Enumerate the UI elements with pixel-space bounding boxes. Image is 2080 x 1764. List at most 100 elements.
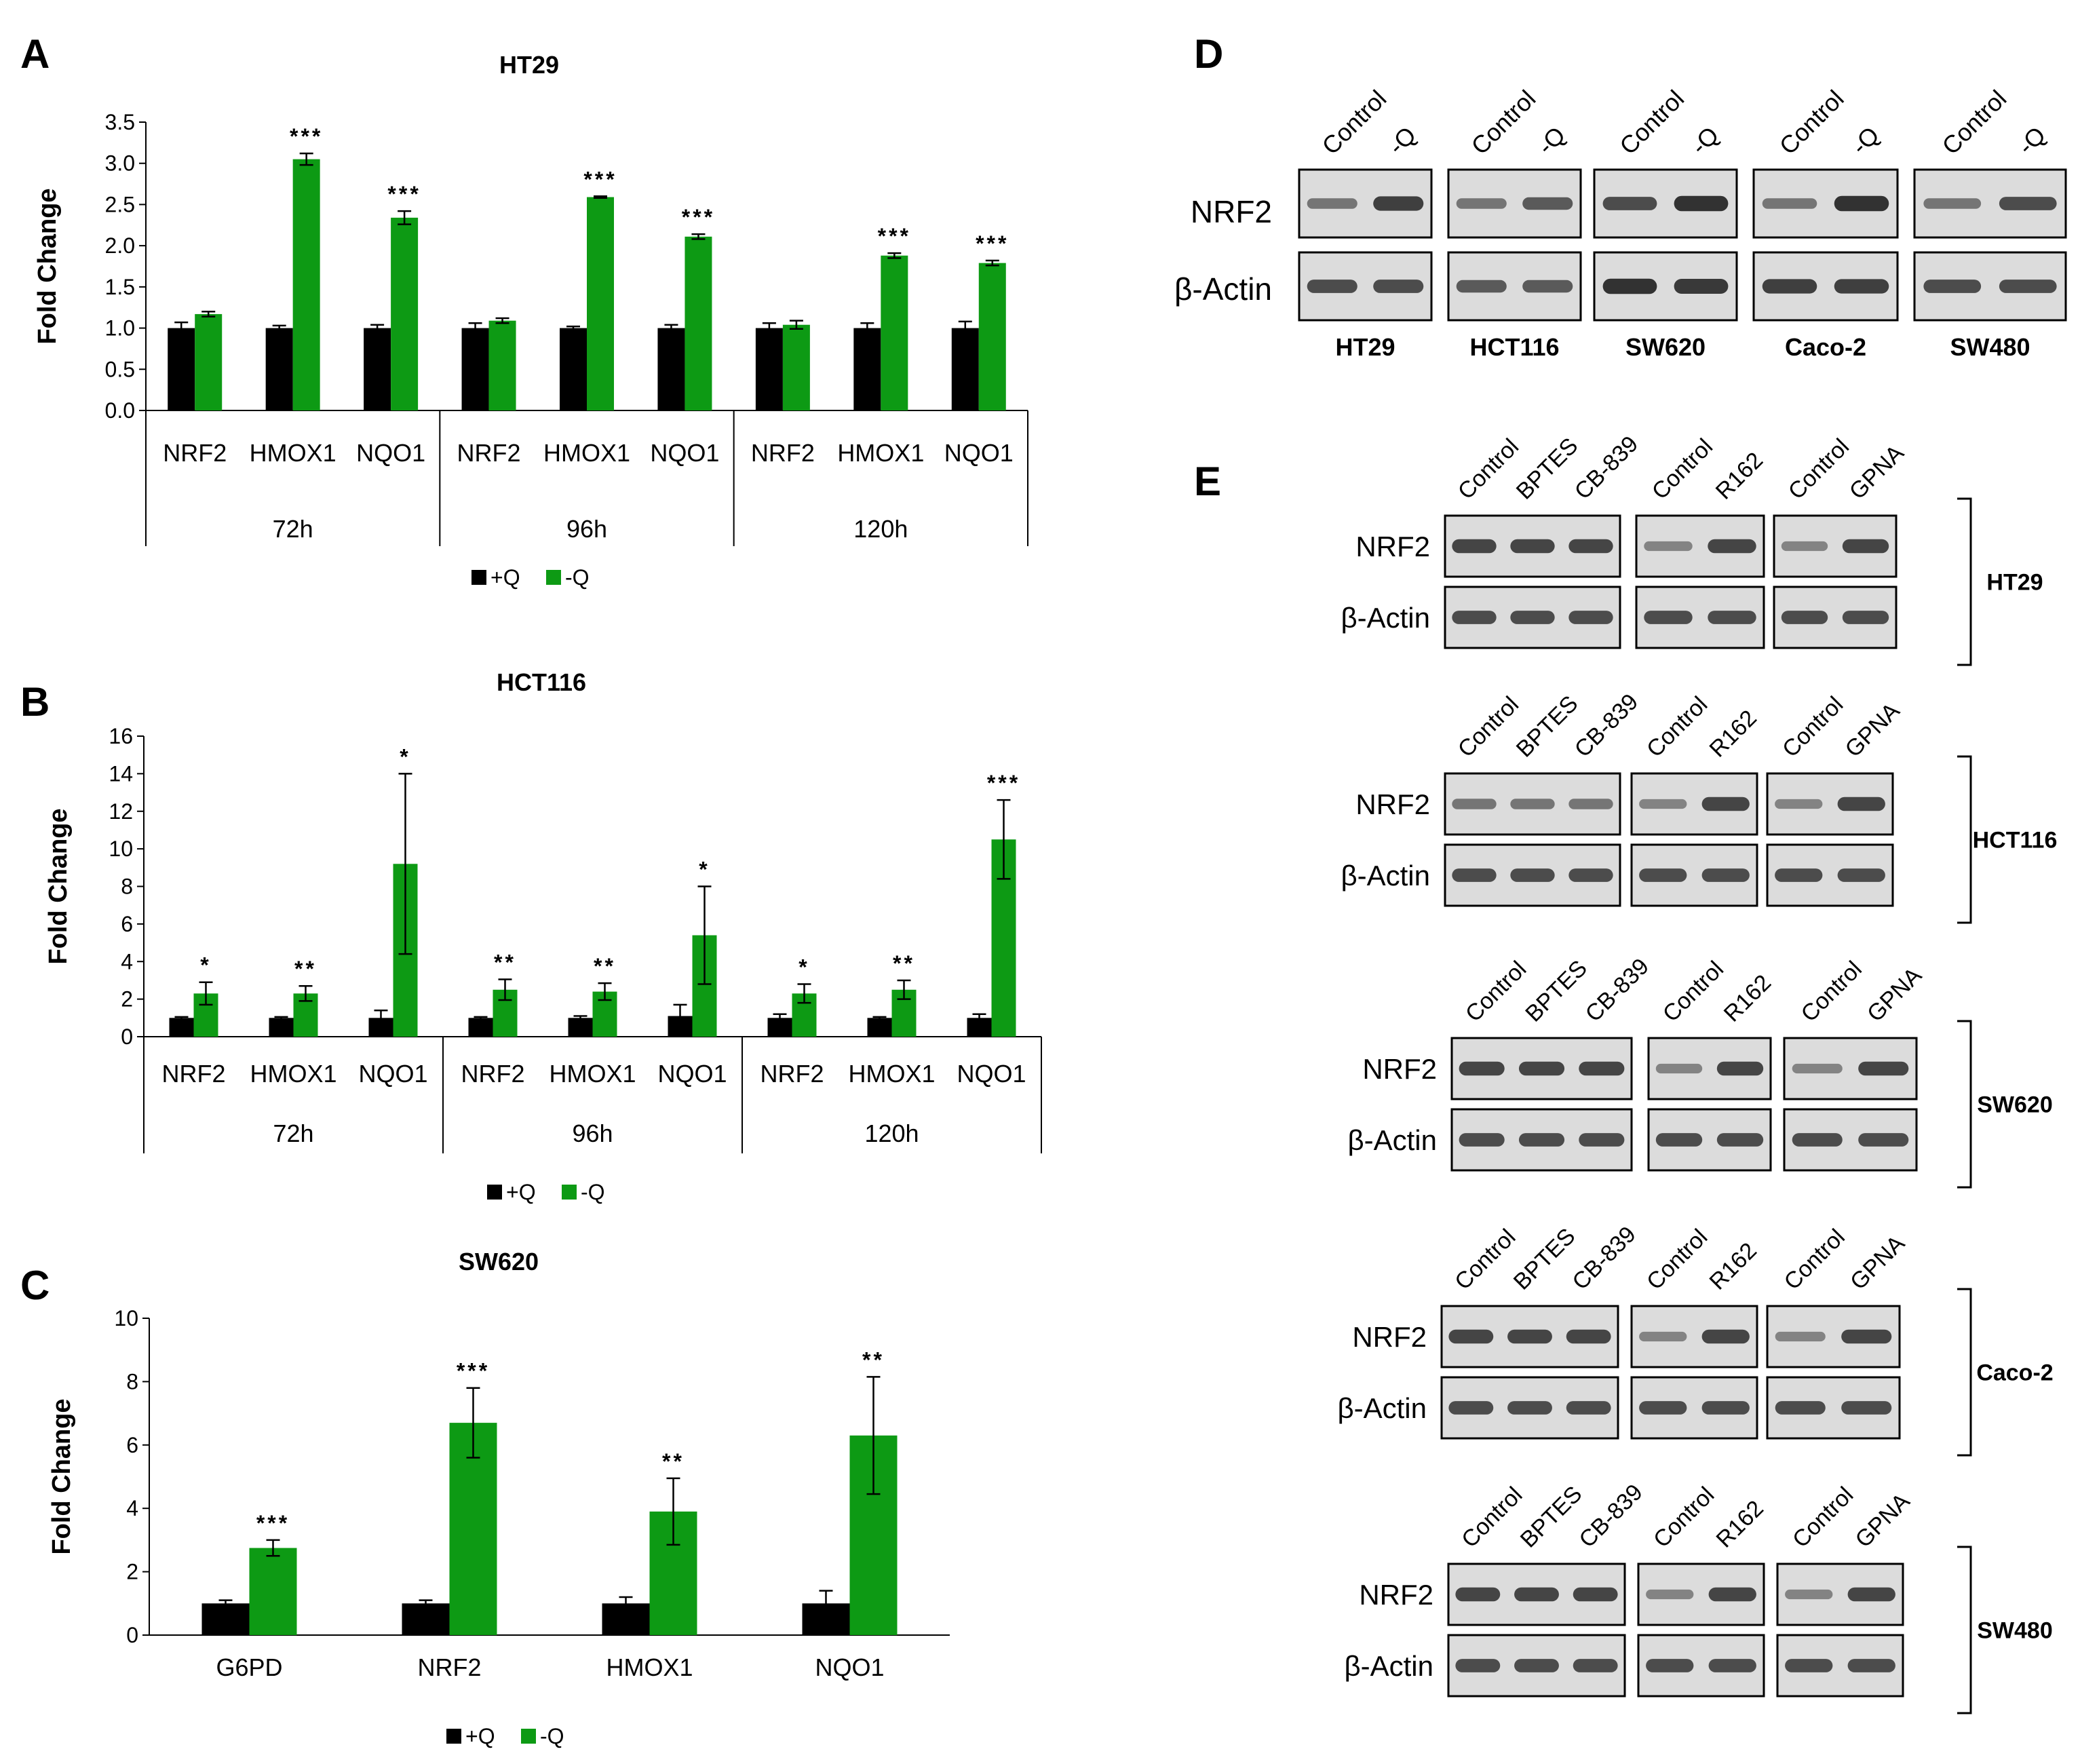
x-category-label: NQO1 — [944, 439, 1014, 467]
blot-band — [1510, 539, 1555, 554]
panel-label-b: B — [20, 679, 50, 725]
cell-line-label: HT29 — [1986, 570, 2043, 596]
blot-band — [1373, 196, 1424, 211]
blot-band — [1510, 611, 1555, 624]
blot-nrf2 — [1447, 1562, 1626, 1626]
x-group-label: 96h — [566, 515, 607, 543]
blot-nrf2 — [1593, 168, 1738, 239]
blot-nrf2 — [1635, 514, 1765, 578]
blot-band — [1579, 1061, 1625, 1076]
blot-nrf2 — [1773, 514, 1898, 578]
chart-sw620: SW620 Fold Change 0 2 4 6 8 10 *** G6PD *** NRF2 ** H… — [47, 1248, 950, 1748]
blot-band — [1639, 1401, 1687, 1415]
blot-band — [1674, 195, 1729, 212]
row-label-beta-actin: β-Actin — [1341, 602, 1430, 634]
blot-nrf2 — [1913, 168, 2067, 239]
y-tick-label: 6 — [126, 1433, 138, 1457]
blot-band — [1452, 539, 1497, 554]
blot-band — [1568, 539, 1613, 554]
blot-band — [1459, 1133, 1505, 1147]
x-category-label: NRF2 — [417, 1653, 481, 1681]
blot-actin — [1298, 251, 1433, 322]
chart-title: HT29 — [499, 51, 559, 79]
cell-line-label: SW620 — [1625, 333, 1706, 361]
blot-nrf2 — [1298, 168, 1433, 239]
y-tick-label: 0.0 — [105, 398, 135, 423]
blot-band — [1568, 611, 1613, 624]
blot-actin — [1776, 1634, 1904, 1698]
blot-band — [1781, 611, 1828, 624]
blot-band — [1639, 799, 1687, 809]
blot-band — [1448, 1401, 1494, 1415]
blot-band — [1841, 1401, 1892, 1415]
significance-label: ** — [662, 1449, 685, 1474]
blot-actin — [1913, 251, 2067, 322]
y-tick-label: 6 — [121, 912, 133, 936]
y-tick-label: 16 — [109, 724, 133, 748]
y-tick-label: 2 — [121, 987, 133, 1012]
y-tick-label: 12 — [109, 799, 133, 824]
blot-actin — [1447, 251, 1582, 322]
panel-label-c: C — [20, 1263, 50, 1308]
cell-line-label: SW620 — [1977, 1092, 2053, 1118]
blot-band — [1452, 868, 1497, 882]
blot-band — [1459, 1061, 1505, 1076]
cell-line-label: Caco-2 — [1785, 333, 1866, 361]
bar-plus-q — [168, 328, 195, 410]
blot-band — [1775, 799, 1823, 809]
y-tick-label: 3.0 — [105, 151, 135, 176]
blot-band — [1373, 280, 1424, 293]
significance-label: *** — [878, 224, 911, 248]
bar-minus-q — [195, 313, 223, 410]
x-category-label: NRF2 — [161, 1060, 225, 1088]
row-label-nrf2: NRF2 — [1362, 1053, 1437, 1085]
blot-band — [1639, 1331, 1687, 1342]
bar-plus-q — [169, 1018, 194, 1037]
blot-band — [1708, 1659, 1756, 1672]
blot-nrf2 — [1450, 1037, 1633, 1100]
blot-actin — [1635, 586, 1765, 649]
blot-band — [1602, 197, 1657, 210]
legend-swatch-minus-q — [546, 570, 561, 585]
blot-band — [1456, 198, 1507, 209]
blot-band — [1644, 611, 1693, 624]
blot-band — [1842, 539, 1889, 554]
blot-nrf2 — [1776, 1562, 1904, 1626]
legend-swatch-plus-q — [487, 1185, 502, 1200]
legend-swatch-minus-q — [562, 1185, 577, 1200]
blot-nrf2 — [1647, 1037, 1772, 1100]
significance-label: ** — [294, 957, 317, 981]
blot-band — [1775, 1401, 1826, 1415]
blot-actin — [1440, 1376, 1619, 1440]
bar-minus-q — [249, 1548, 297, 1635]
bar-plus-q — [560, 328, 587, 410]
significance-label: *** — [583, 167, 617, 191]
significance-label: ** — [494, 951, 516, 975]
significance-label: * — [200, 953, 211, 978]
bar-minus-q — [292, 159, 320, 410]
blot-band — [1646, 1589, 1694, 1600]
significance-label: *** — [387, 182, 421, 206]
bar-plus-q — [265, 328, 293, 410]
bar-minus-q — [488, 320, 516, 410]
blot-band — [1579, 1133, 1625, 1147]
bar-plus-q — [269, 1018, 294, 1037]
blot-band — [1785, 1589, 1833, 1600]
blot-band — [1792, 1063, 1843, 1074]
blot-band — [1566, 1401, 1611, 1415]
cell-line-label: Caco-2 — [1976, 1360, 2053, 1386]
x-category-label: HMOX1 — [250, 1060, 336, 1088]
blot-band — [1708, 539, 1756, 554]
significance-label: *** — [457, 1359, 490, 1383]
blot-actin — [1752, 251, 1899, 322]
x-category-label: HMOX1 — [848, 1060, 935, 1088]
x-category-label: G6PD — [216, 1653, 282, 1681]
blot-band — [1716, 1133, 1764, 1147]
x-category-label: HMOX1 — [606, 1653, 693, 1681]
significance-label: ** — [594, 954, 616, 978]
y-tick-label: 1.0 — [105, 316, 135, 341]
blot-nrf2 — [1444, 772, 1621, 836]
blot-band — [1858, 1061, 1909, 1076]
row-label-nrf2: NRF2 — [1359, 1579, 1433, 1611]
significance-label: ** — [893, 951, 915, 976]
